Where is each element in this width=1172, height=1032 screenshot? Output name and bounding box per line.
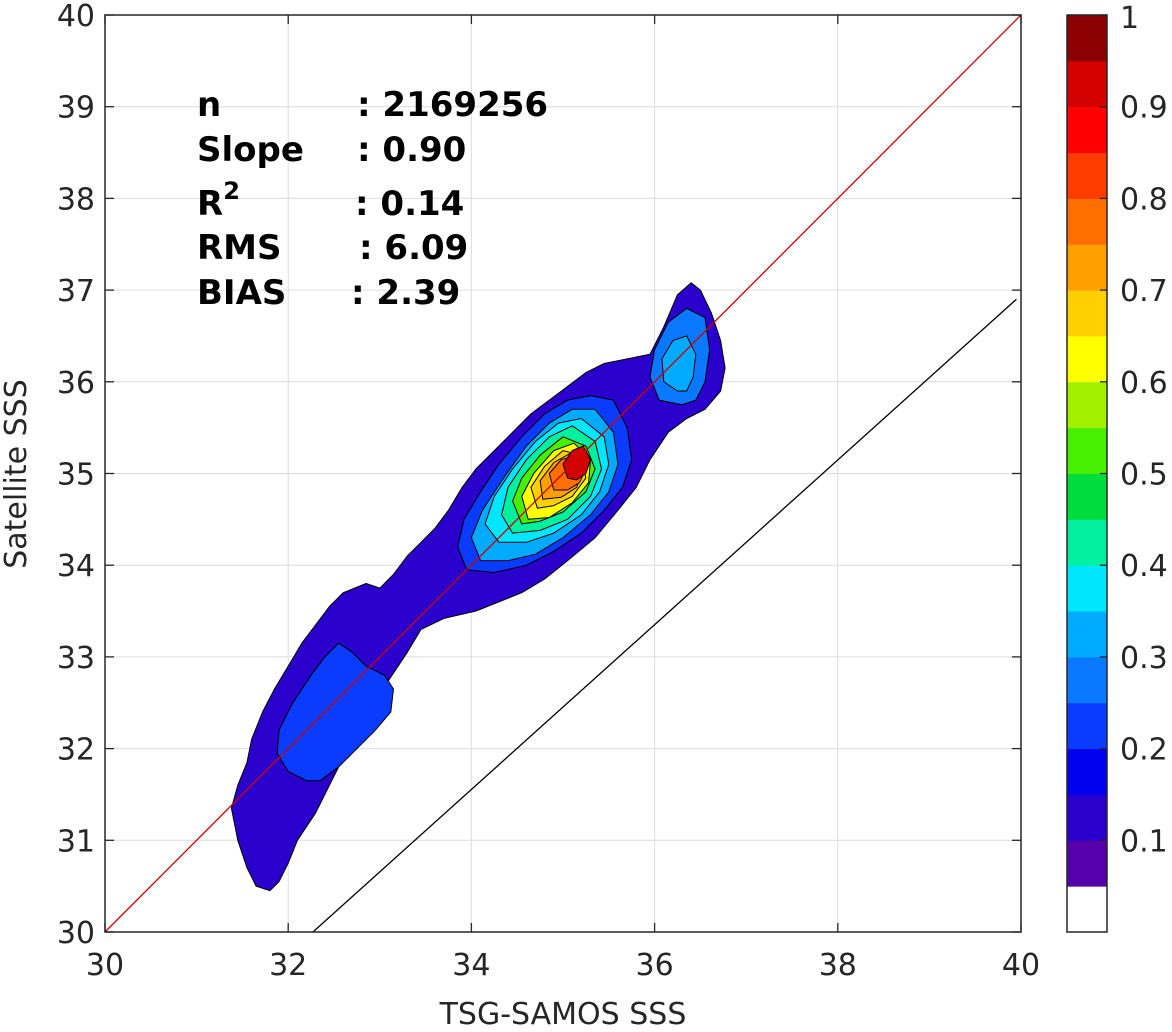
colorbar-tick-label: 0.2 (1120, 733, 1168, 768)
colorbar-tick-label: 0.3 (1120, 641, 1168, 676)
colorbar-segment (1067, 565, 1107, 612)
colorbar-segment (1067, 473, 1107, 520)
colorbar-segment (1067, 427, 1107, 474)
y-tick-label: 31 (57, 824, 95, 859)
y-tick-label: 32 (57, 733, 95, 768)
y-axis-label: Satellite SSS (0, 379, 34, 569)
y-tick-label: 34 (57, 549, 95, 584)
reference-lines (104, 14, 1022, 933)
colorbar-segment (1067, 198, 1107, 245)
stat-n-label: n (197, 85, 221, 125)
colorbar-segment (1067, 656, 1107, 704)
y-tick-label: 36 (57, 366, 95, 401)
y-tick-label: 40 (57, 0, 95, 34)
stat-r2-label: R2 (197, 177, 240, 224)
x-tick-label: 36 (636, 948, 674, 983)
regression-line (312, 298, 1017, 933)
x-tick-label: 30 (86, 948, 124, 983)
stat-bias-value: : 2.39 (351, 273, 460, 313)
colorbar-segment (1067, 519, 1107, 566)
contour-level-0-95 (562, 445, 591, 481)
contour-level-0-15 (276, 642, 394, 782)
stat-r2-value: : 0.14 (355, 184, 464, 224)
colorbar-segment (1067, 335, 1107, 383)
colorbar-tick-label: 0.8 (1120, 182, 1168, 217)
colorbar-segment (1067, 244, 1107, 291)
colorbar-tick-label: 0.1 (1120, 824, 1168, 859)
stat-r2-superscript: 2 (223, 177, 240, 205)
x-tick-label: 38 (819, 948, 857, 983)
stat-bias-label: BIAS (197, 273, 286, 313)
colorbar-segment (1067, 290, 1107, 337)
colorbar-segment (1067, 794, 1107, 841)
x-tick-label: 40 (1002, 948, 1040, 983)
colorbar-segment (1067, 152, 1107, 199)
colorbar-tick-label: 0.6 (1120, 366, 1168, 401)
colorbar-segment (1067, 840, 1107, 887)
stat-rms-value: : 6.09 (359, 228, 468, 268)
y-tick-label: 30 (57, 916, 95, 951)
stat-n-value: : 2169256 (357, 85, 548, 125)
stats-annotation: n : 2169256 Slope : 0.90 R2 : 0.14 RMS :… (197, 85, 548, 313)
colorbar-segment (1067, 106, 1107, 154)
colorbar-segment (1067, 611, 1107, 658)
colorbar-segment (1067, 381, 1107, 429)
x-tick-label: 32 (269, 948, 307, 983)
y-tick-label: 39 (57, 91, 95, 126)
colorbar-segment (1067, 702, 1107, 750)
colorbar-segment (1067, 886, 1107, 933)
colorbar-tick-label: 1 (1120, 1, 1139, 36)
colorbar: 1 0.9 0.8 0.7 0.6 0.5 0.4 0.3 0.2 0.1 (1066, 1, 1168, 933)
stat-slope-label: Slope (197, 130, 304, 170)
colorbar-tick-label: 0.5 (1120, 458, 1168, 493)
y-tick-label: 35 (57, 458, 95, 493)
colorbar-segment (1067, 15, 1107, 62)
x-axis-label: TSG-SAMOS SSS (439, 997, 687, 1028)
colorbar-tick-label: 0.9 (1120, 91, 1168, 126)
one-to-one-line (104, 14, 1022, 933)
colorbar-segment (1067, 60, 1107, 108)
stat-slope-value: : 0.90 (357, 130, 466, 170)
x-tick-label: 34 (452, 948, 490, 983)
y-tick-label: 33 (57, 641, 95, 676)
colorbar-segment (1067, 748, 1107, 795)
axis-ticks: 30 32 34 36 38 40 30 31 32 33 34 35 36 37 38 39 40 (57, 0, 1040, 983)
stat-rms-label: RMS (197, 228, 282, 268)
y-tick-label: 38 (57, 182, 95, 217)
colorbar-tick-label: 0.4 (1120, 549, 1168, 584)
colorbar-tick-label: 0.7 (1120, 274, 1168, 309)
stat-r2-base: R (197, 184, 223, 224)
y-tick-label: 37 (57, 274, 95, 309)
